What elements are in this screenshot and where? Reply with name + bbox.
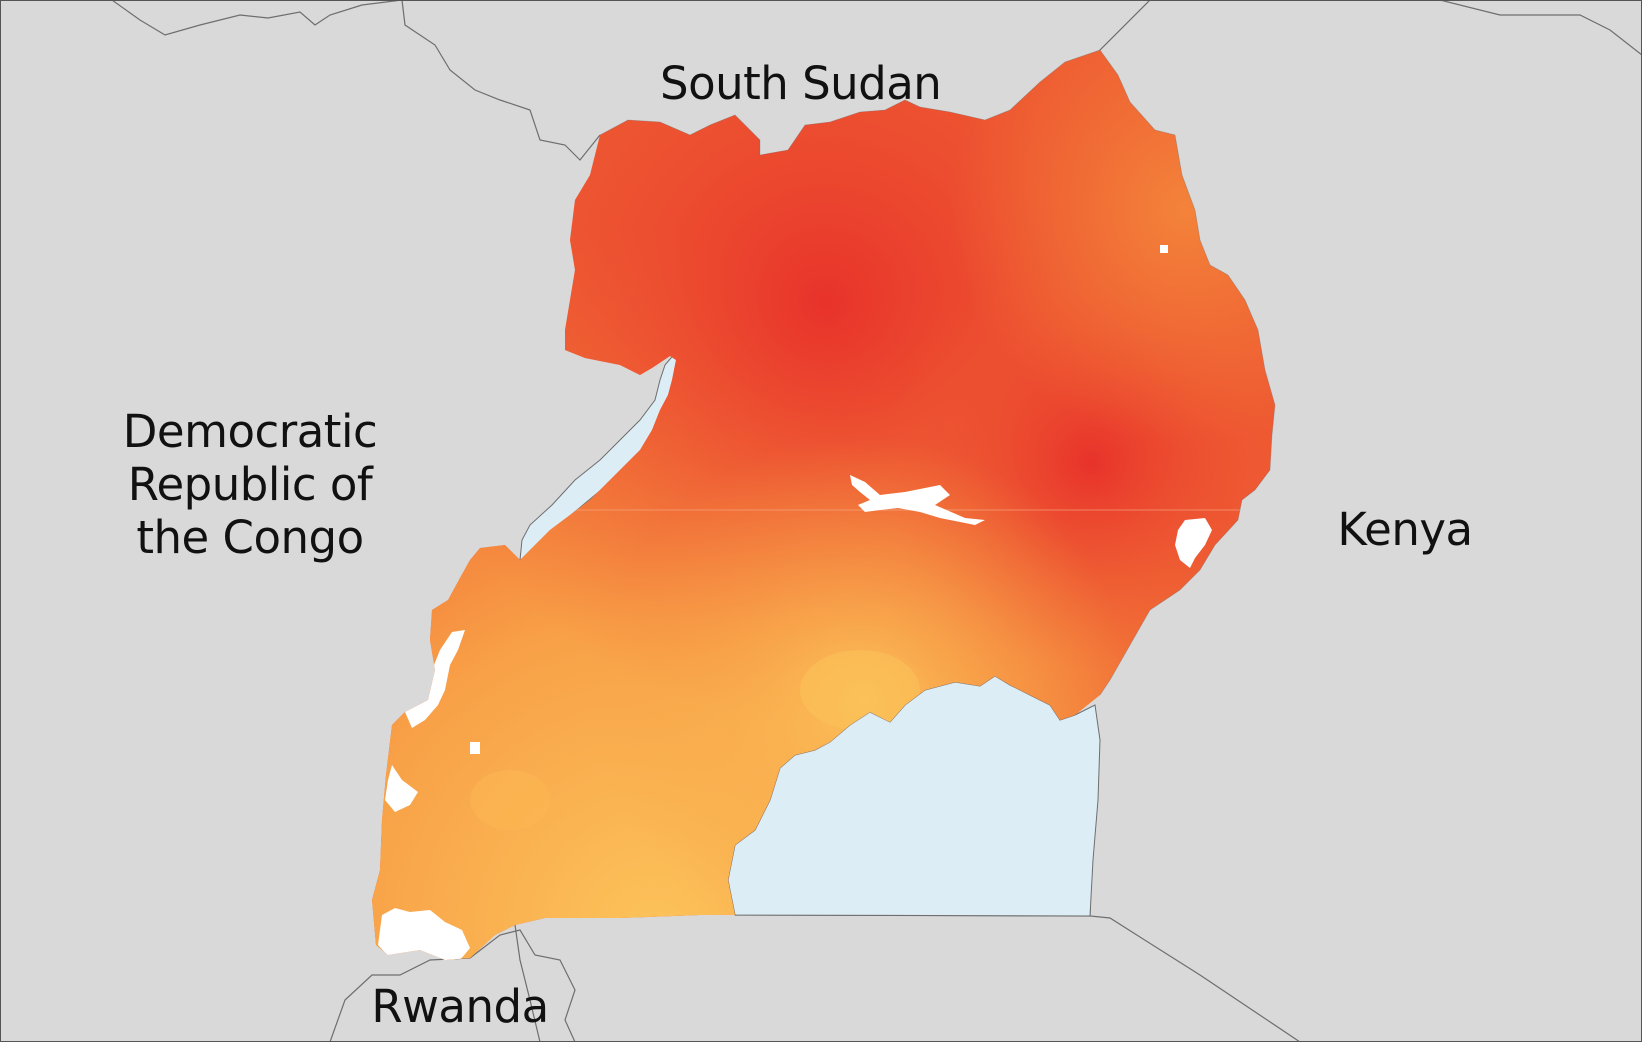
label-rwanda: Rwanda xyxy=(371,980,549,1033)
no-data-elgon xyxy=(1175,518,1212,568)
tanzania-west-border xyxy=(514,924,541,1042)
drc-south-sudan-border xyxy=(111,0,601,161)
kenya-north-border xyxy=(1439,0,1642,56)
label-drc: Democratic Republic of the Congo xyxy=(110,405,390,564)
no-data-west-edge xyxy=(385,765,418,812)
no-data-lake-kyoga xyxy=(850,475,985,525)
label-drc-line2: Republic of xyxy=(127,458,373,511)
label-drc-line3: the Congo xyxy=(136,511,364,564)
label-kenya: Kenya xyxy=(1337,503,1473,556)
uganda-border xyxy=(599,49,1276,696)
no-data-southwest xyxy=(378,908,470,960)
no-data-pixel xyxy=(470,742,480,754)
rwanda-border xyxy=(329,929,576,1042)
label-south-sudan: South Sudan xyxy=(660,57,942,110)
no-data-pixel-ne xyxy=(1160,245,1168,253)
kenya-tanzania-border xyxy=(1067,707,1301,1042)
label-drc-line1: Democratic xyxy=(122,405,378,458)
